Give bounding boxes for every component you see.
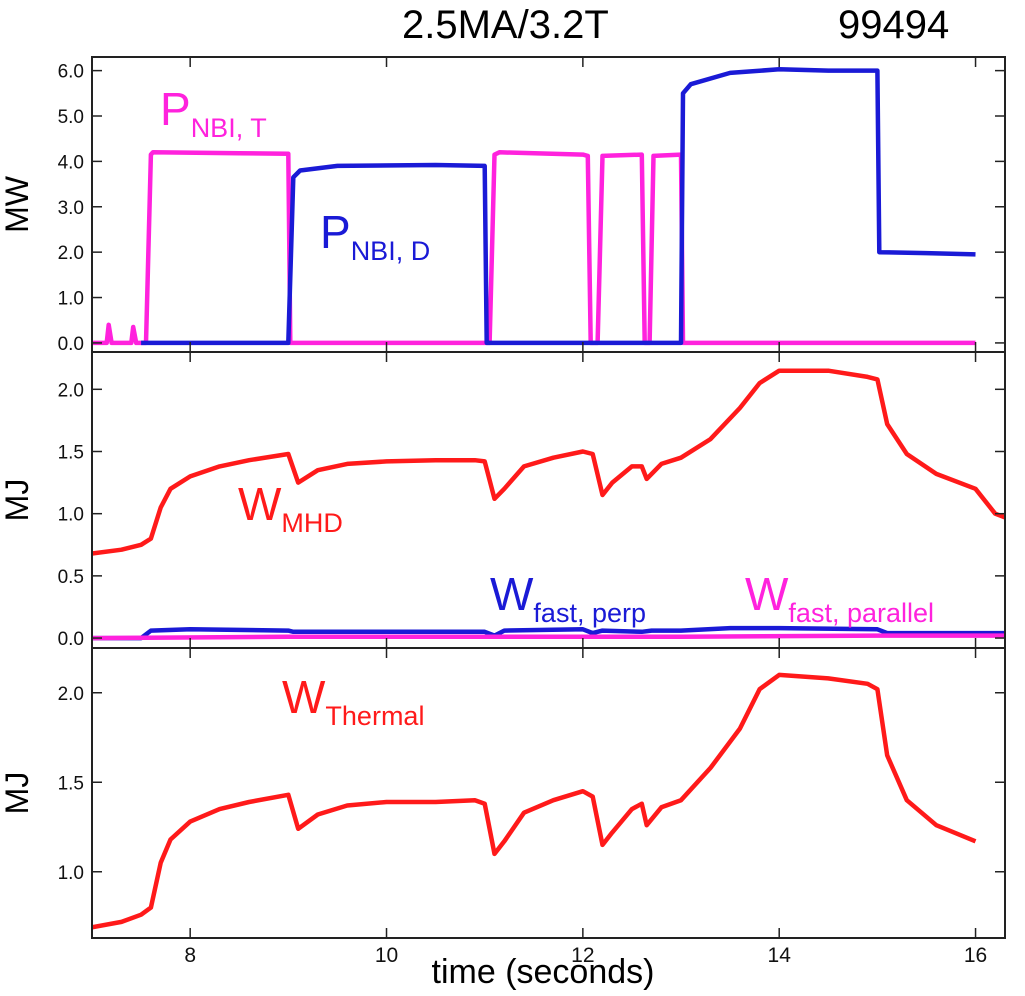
x-axis-label: time (seconds) — [432, 953, 655, 991]
ytick-label-middle-1: 0.5 — [58, 567, 84, 588]
panel-top: 0.0 1.0 2.0 3.0 4.0 5.0 6.0 MW PNBI, T PNBI, D — [0, 56, 1006, 355]
ytick-label-top-1: 1.0 — [58, 289, 84, 310]
frame-bottom — [91, 647, 1006, 939]
y-axis-label-bottom: MJ — [0, 772, 35, 815]
annotation-middle-0: WMHD — [238, 478, 343, 538]
xtick-label-1: 10 — [375, 944, 398, 967]
series-middle-0 — [92, 368, 1005, 556]
annotation-middle-2: Wfast, parallel — [745, 568, 934, 628]
ytick-label-bottom-1: 1.5 — [58, 773, 84, 794]
ytick-label-top-5: 5.0 — [58, 107, 84, 128]
ytick-label-bottom-0: 1.0 — [58, 863, 84, 884]
title-left: 2.5MA/3.2T — [402, 3, 609, 47]
ytick-label-top-3: 3.0 — [58, 198, 84, 219]
series-middle-2 — [92, 633, 1005, 641]
series-top-1 — [141, 67, 976, 346]
y-axis-label-top: MW — [0, 175, 35, 233]
xtick-label-2: 12 — [571, 944, 594, 967]
ytick-label-bottom-2: 2.0 — [58, 684, 84, 705]
ytick-label-top-2: 2.0 — [58, 243, 84, 264]
panel-bottom: 1.0 1.5 2.0 MJ WThermal — [0, 647, 1006, 939]
ytick-label-middle-2: 1.0 — [58, 505, 84, 526]
title-right: 99494 — [838, 3, 949, 47]
ytick-label-top-6: 6.0 — [58, 62, 84, 83]
series-middle-1 — [92, 625, 1005, 641]
y-axis-label-middle: MJ — [0, 479, 35, 522]
ytick-label-middle-0: 0.0 — [58, 629, 84, 650]
ytick-label-middle-4: 2.0 — [58, 380, 84, 401]
annotation-bottom-0: WThermal — [282, 671, 424, 731]
series-top-0 — [92, 150, 976, 346]
ytick-label-top-0: 0.0 — [58, 334, 84, 355]
xtick-label-0: 8 — [184, 944, 196, 967]
annotation-middle-1: Wfast, perp — [490, 568, 646, 628]
frame-top — [91, 56, 1006, 353]
ytick-label-top-4: 4.0 — [58, 152, 84, 173]
series-bottom-0 — [92, 672, 977, 930]
xtick-label-3: 14 — [768, 944, 792, 967]
ytick-label-middle-3: 1.5 — [58, 442, 84, 463]
annotation-top-0: PNBI, T — [160, 83, 267, 143]
xtick-label-4: 16 — [964, 944, 987, 967]
panel-middle: 0.0 0.5 1.0 1.5 2.0 MJ WMHD Wfast, perp Wfast, p… — [0, 351, 1006, 650]
annotation-top-1: PNBI, D — [320, 206, 430, 266]
